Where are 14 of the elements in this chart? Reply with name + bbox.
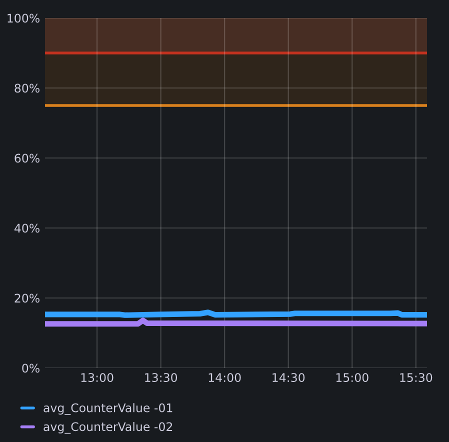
x-tick-label: 13:00	[81, 373, 114, 382]
y-tick-label: 20%	[14, 294, 40, 303]
x-tick-label: 15:00	[336, 373, 368, 382]
x-tick-label: 14:00	[208, 373, 241, 382]
legend-label: avg_CounterValue -01	[44, 403, 172, 415]
y-tick-label: 40%	[14, 224, 40, 233]
y-tick-label: 0%	[22, 364, 40, 373]
x-tick-label: 13:30	[145, 373, 178, 382]
x-tick-label: 14:30	[272, 373, 305, 382]
x-tick-label: 15:30	[400, 373, 432, 382]
legend-label: avg_CounterValue -02	[44, 422, 172, 434]
y-tick-label: 100%	[8, 14, 40, 23]
y-tick-label: 80%	[14, 84, 40, 93]
y-tick-label: 60%	[14, 154, 40, 163]
